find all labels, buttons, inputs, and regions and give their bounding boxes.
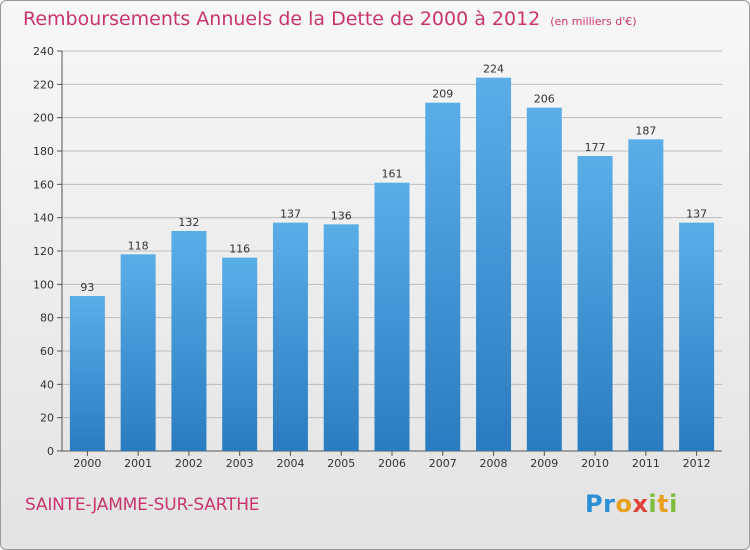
value-label: 209 (432, 88, 453, 101)
commune-name: SAINTE-JAMME-SUR-SARTHE (25, 495, 260, 515)
x-tick-label: 2012 (683, 457, 711, 470)
x-tick-label: 2007 (429, 457, 457, 470)
value-label: 187 (635, 124, 656, 137)
x-tick-label: 2001 (124, 457, 152, 470)
value-label: 161 (382, 168, 403, 181)
x-tick-label: 2009 (530, 457, 558, 470)
x-tick-label: 2005 (327, 457, 355, 470)
x-tick-label: 2002 (175, 457, 203, 470)
x-tick-label: 2004 (276, 457, 304, 470)
label-layer: 2000 93 2001 118 2002 132 2003 116 2004 137 2005 13… (73, 63, 710, 470)
y-tick-label: 100 (33, 278, 54, 291)
proxiti-logo[interactable]: Proxiti (585, 490, 678, 518)
bar-2009 (526, 107, 562, 452)
x-tick-label: 2003 (226, 457, 254, 470)
bar-2004 (272, 222, 308, 451)
y-tick-label: 180 (33, 145, 54, 158)
y-tick-label: 160 (33, 178, 54, 191)
y-tick-label: 60 (40, 345, 54, 358)
chart-title-text: Remboursements Annuels de la Dette de 20… (23, 8, 541, 30)
y-tick-label: 240 (33, 45, 54, 58)
bar-2002 (171, 231, 207, 451)
y-tick-label: 80 (40, 312, 54, 325)
bar-2005 (323, 224, 359, 451)
value-label: 118 (128, 239, 149, 252)
value-label: 206 (534, 93, 555, 106)
value-label: 132 (178, 216, 199, 229)
bar-2012 (679, 222, 715, 451)
y-tick-label: 0 (47, 445, 54, 458)
bar-2011 (628, 139, 664, 452)
value-label: 136 (331, 209, 352, 222)
chart-unit: (en milliers d'€) (550, 15, 637, 28)
value-label: 137 (280, 208, 301, 221)
x-tick-label: 2000 (73, 457, 101, 470)
x-tick-label: 2006 (378, 457, 406, 470)
value-label: 224 (483, 63, 504, 76)
value-label: 116 (229, 243, 250, 256)
y-tick-label: 140 (33, 212, 54, 225)
value-label: 137 (686, 208, 707, 221)
value-label: 93 (80, 281, 94, 294)
bar-2006 (374, 182, 410, 451)
y-tick-label: 40 (40, 378, 54, 391)
chart-title: Remboursements Annuels de la Dette de 20… (23, 8, 637, 30)
x-tick-label: 2010 (581, 457, 609, 470)
bar-2003 (222, 257, 258, 451)
y-tick-label: 220 (33, 78, 54, 91)
bar-2000 (69, 296, 105, 451)
bar-layer (69, 77, 715, 452)
y-tick-label: 120 (33, 245, 54, 258)
value-label: 177 (585, 141, 606, 154)
bar-2007 (425, 102, 461, 452)
y-tick-label: 200 (33, 112, 54, 125)
bar-2010 (577, 156, 613, 451)
y-tick-label: 20 (40, 412, 54, 425)
x-tick-label: 2011 (632, 457, 660, 470)
x-tick-label: 2008 (480, 457, 508, 470)
bar-2008 (476, 77, 512, 452)
bar-2001 (120, 254, 156, 451)
